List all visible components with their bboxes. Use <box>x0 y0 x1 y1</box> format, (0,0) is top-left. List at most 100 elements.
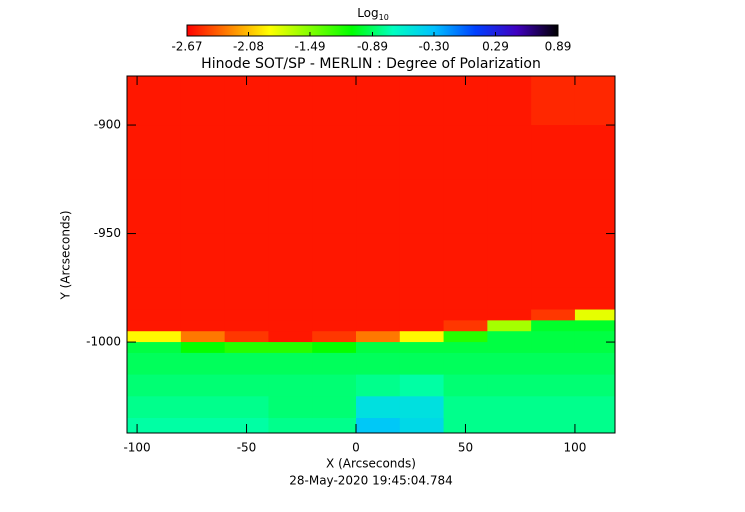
image-cell <box>574 309 616 321</box>
image-cell <box>356 320 401 332</box>
image-cell <box>356 418 401 434</box>
image-cell <box>127 309 182 321</box>
image-cell <box>443 374 488 397</box>
image-cell <box>399 342 445 354</box>
image-cell <box>531 331 576 343</box>
x-axis-label: X (Arcseconds) <box>326 457 416 471</box>
image-cell <box>574 179 616 235</box>
x-tick-label: -50 <box>237 441 257 455</box>
image-cell <box>531 287 576 311</box>
image-cell <box>574 374 616 397</box>
image-cell <box>268 396 313 419</box>
image-cell <box>574 342 616 354</box>
image-cell <box>487 352 532 376</box>
image-cell <box>312 396 357 419</box>
image-cell <box>443 396 488 419</box>
image-cell <box>443 331 488 343</box>
image-cell <box>487 374 532 397</box>
image-cell <box>268 331 313 343</box>
image-cell <box>180 396 226 419</box>
image-cell <box>443 233 488 289</box>
image-cell <box>268 76 313 126</box>
x-tick-label: 50 <box>458 441 473 455</box>
image-cell <box>531 233 576 289</box>
image-cell <box>531 125 576 180</box>
image-cell <box>312 352 357 376</box>
image-cell <box>127 320 182 332</box>
timestamp: 28-May-2020 19:45:04.784 <box>289 474 453 488</box>
image-cell <box>399 352 445 376</box>
image-cell <box>127 374 182 397</box>
image-cell <box>399 374 445 397</box>
image-cell <box>399 233 445 289</box>
image-cell <box>127 233 182 289</box>
x-tick-label: -100 <box>123 441 150 455</box>
image-cell <box>356 342 401 354</box>
image-cell <box>574 418 616 434</box>
image-cell <box>127 76 182 126</box>
image-cell <box>399 179 445 235</box>
image-cell <box>180 352 226 376</box>
x-tick-label: 0 <box>352 441 360 455</box>
image-cell <box>224 125 269 180</box>
image-cell <box>356 352 401 376</box>
image-cell <box>574 352 616 376</box>
image-cell <box>127 125 182 180</box>
image-cell <box>531 374 576 397</box>
x-tick-label: 100 <box>563 441 586 455</box>
image-cell <box>574 76 616 126</box>
image-cell <box>531 396 576 419</box>
image-cell <box>443 125 488 180</box>
image-cell <box>487 418 532 434</box>
image-cell <box>312 233 357 289</box>
image-cell <box>268 374 313 397</box>
image-cell <box>356 374 401 397</box>
image-cell <box>574 287 616 311</box>
image-cell <box>180 320 226 332</box>
image-cell <box>574 331 616 343</box>
image-cell <box>224 287 269 311</box>
image-cell <box>127 287 182 311</box>
image-cell <box>127 342 182 354</box>
image-cell <box>399 396 445 419</box>
image-cell <box>356 125 401 180</box>
image-cell <box>312 374 357 397</box>
image-cell <box>180 309 226 321</box>
image-cell <box>574 233 616 289</box>
image-cell <box>268 125 313 180</box>
image-cell <box>224 342 269 354</box>
colorbar-label-sub: 10 <box>379 13 389 22</box>
image-cell <box>180 179 226 235</box>
image-cell <box>443 309 488 321</box>
image-cell <box>487 331 532 343</box>
image-cell <box>399 320 445 332</box>
image-cell <box>127 331 182 343</box>
image-cell <box>268 418 313 434</box>
image-cell <box>180 76 226 126</box>
image-cell <box>531 352 576 376</box>
image-cell <box>487 342 532 354</box>
image-cell <box>399 331 445 343</box>
image-cell <box>487 287 532 311</box>
image-cell <box>487 309 532 321</box>
chart-title: Hinode SOT/SP - MERLIN : Degree of Polar… <box>201 56 541 72</box>
image-cell <box>531 309 576 321</box>
image-cell <box>356 76 401 126</box>
image-cell <box>224 309 269 321</box>
image-cell <box>443 320 488 332</box>
image-cell <box>224 352 269 376</box>
colorbar-label-base: Log <box>357 6 378 20</box>
image-cell <box>224 320 269 332</box>
colorbar-tick-label: 0.89 <box>545 40 572 54</box>
image-cell <box>531 320 576 332</box>
image-cell <box>268 179 313 235</box>
image-cell <box>531 418 576 434</box>
image-cell <box>312 309 357 321</box>
image-cell <box>531 179 576 235</box>
y-tick-label: -950 <box>94 226 121 240</box>
image-cell <box>356 179 401 235</box>
y-tick-label: -1000 <box>86 335 121 349</box>
image-cell <box>180 342 226 354</box>
image-cell <box>268 309 313 321</box>
